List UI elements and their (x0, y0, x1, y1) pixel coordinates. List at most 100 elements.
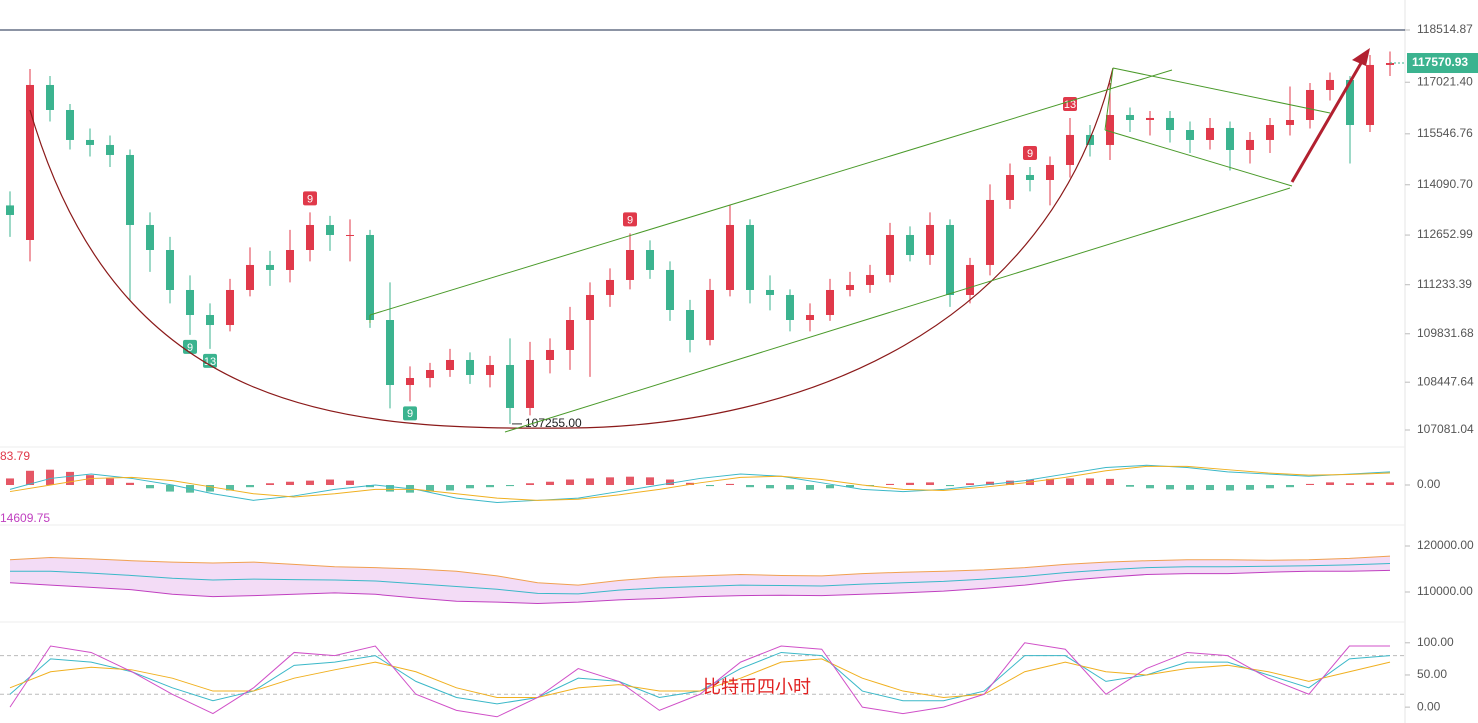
macd-bar (806, 485, 814, 490)
macd-bar (226, 485, 234, 491)
macd-bar (1106, 478, 1114, 485)
macd-bar (706, 485, 714, 487)
macd-bar (1066, 478, 1074, 485)
setup-label: 9 (187, 342, 193, 354)
candle-body (1326, 79, 1334, 90)
candle-body (226, 289, 234, 326)
macd-bar (66, 471, 74, 485)
y-tick-label: 117021.40 (1417, 74, 1473, 88)
macd-bar (686, 482, 694, 485)
candle-body (1066, 134, 1074, 165)
y-tick-label: 111233.39 (1417, 277, 1472, 291)
band-line (9, 569, 1391, 605)
candle-body (966, 264, 974, 295)
macd-bar (286, 481, 294, 485)
last-price-box (1407, 53, 1478, 74)
candle-body (906, 234, 914, 256)
macd-bar (1266, 485, 1274, 489)
macd-bar (1246, 485, 1254, 490)
channel-line (369, 69, 1173, 316)
macd-bar (126, 482, 134, 485)
candle-body (846, 284, 854, 290)
macd-bar (726, 483, 734, 485)
candle-body (266, 264, 274, 270)
candle-body (806, 314, 814, 321)
annotation: 比特币四小时 (703, 677, 811, 697)
candle-body (86, 139, 94, 145)
kdj-line (9, 658, 1391, 698)
macd-bar (966, 483, 974, 485)
drawings (29, 48, 1370, 433)
macd-bar (1046, 478, 1054, 485)
macd-bar (306, 480, 314, 485)
candle-body (786, 294, 794, 321)
candle-body (1306, 89, 1314, 120)
candle-body (66, 109, 74, 140)
y-tick-label: 0.00 (1417, 699, 1441, 713)
channel-line (504, 187, 1291, 433)
macd-bar (1306, 483, 1314, 485)
candle-body (166, 249, 174, 290)
low-label: 107255.00 (525, 416, 582, 430)
flag-line (1104, 129, 1293, 187)
flag-line (1104, 67, 1114, 131)
candle-body (386, 320, 394, 386)
last-price-label: 117570.93 (1412, 55, 1468, 69)
y-tick-label: 110000.00 (1417, 584, 1473, 598)
candle-body (1046, 164, 1054, 180)
macd-bar (106, 478, 114, 485)
macd-bar (766, 485, 774, 489)
macd-bar (1226, 485, 1234, 491)
setup-label: 9 (307, 193, 313, 205)
candle-body (1286, 119, 1294, 125)
macd-bar (986, 481, 994, 485)
arrow-shaft (1290, 57, 1366, 183)
band-line (9, 555, 1391, 586)
candle-body (126, 154, 134, 225)
candle-body (986, 199, 994, 265)
candle-body (1386, 63, 1394, 65)
macd-bar (1186, 485, 1194, 490)
candle-body (1106, 114, 1114, 145)
macd-bar (326, 479, 334, 485)
macd-bar (6, 478, 14, 485)
macd-bar (446, 485, 454, 491)
macd-bar (1346, 483, 1354, 485)
macd-bar (1326, 482, 1334, 485)
candle-body (306, 224, 314, 250)
candle-body (1206, 127, 1214, 140)
candle-body (546, 349, 554, 360)
candle-body (6, 205, 14, 215)
candle-body (1166, 117, 1174, 131)
macd-bar (626, 476, 634, 485)
kdj-line (9, 642, 1390, 718)
candle-body (426, 369, 434, 379)
candle-body (926, 224, 934, 256)
candle-body (1226, 127, 1234, 150)
macd-bar (486, 485, 494, 488)
candle-body (1026, 174, 1034, 180)
macd-bar (826, 485, 834, 489)
candle-body (366, 234, 374, 321)
candle-body (1246, 139, 1254, 150)
macd-bar (466, 485, 474, 489)
macd-bar (586, 478, 594, 485)
candle-body (326, 224, 334, 235)
band-fill (10, 556, 1390, 604)
y-tick-label: 114090.70 (1417, 177, 1473, 191)
macd-bar (1166, 485, 1174, 490)
cup-arc (29, 67, 1114, 429)
macd-bar (946, 485, 954, 487)
y-tick-label: 120000.00 (1417, 538, 1474, 552)
macd-bar (526, 483, 534, 485)
macd-bar (166, 485, 174, 492)
macd-bar (366, 485, 374, 488)
macd-bar (266, 483, 274, 485)
macd-bar (26, 470, 34, 485)
candle-body (446, 359, 454, 370)
candle-body (1006, 174, 1014, 200)
macd-bar (1366, 482, 1374, 485)
setup-label: 13 (204, 356, 216, 368)
candle-body (246, 264, 254, 290)
candle-body (886, 234, 894, 275)
